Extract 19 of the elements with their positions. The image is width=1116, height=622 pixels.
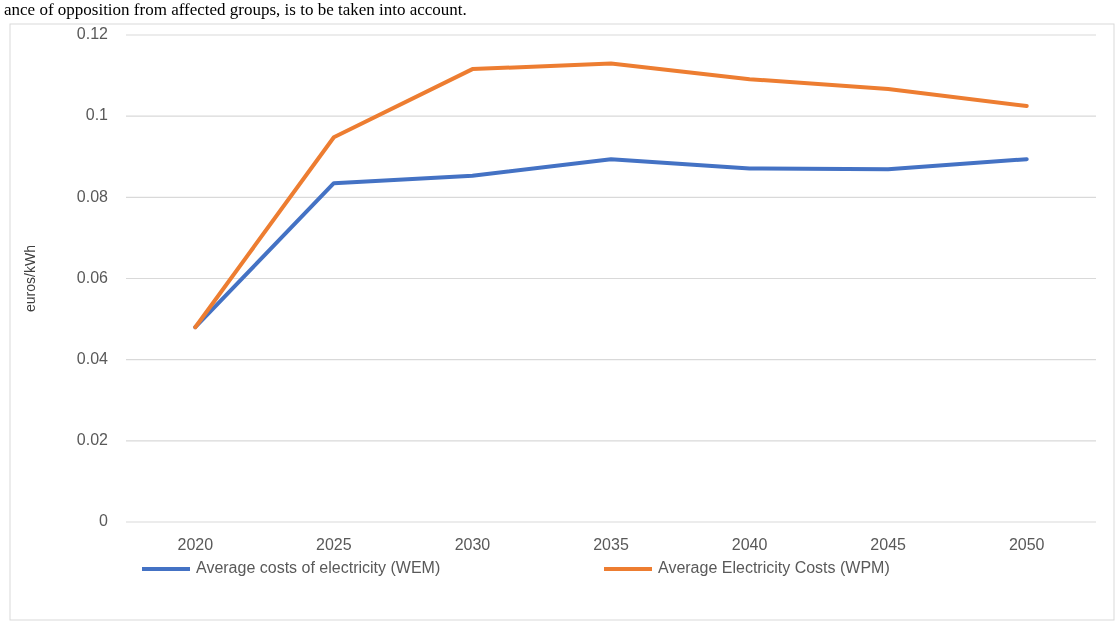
x-tick-label: 2040	[731, 536, 768, 553]
y-tick-label: 0.08	[76, 187, 109, 205]
line-series	[193, 61, 1029, 330]
x-tick-label: 2030	[454, 536, 491, 553]
y-tick-label: 0	[99, 512, 109, 530]
legend-label: Average costs of electricity (WEM)	[196, 559, 441, 577]
y-tick-label: 0.04	[76, 349, 109, 367]
y-tick-label: 0.1	[85, 106, 109, 124]
x-tick-label: 2035	[593, 536, 629, 553]
y-axis-title: euros/kWh	[22, 245, 38, 312]
text: ance of opposition from affected groups, is to be taken into account.	[4, 0, 467, 19]
x-tick-label: 2050	[1008, 536, 1045, 553]
y-tick-label: 0.02	[76, 431, 109, 449]
x-tick-label: 2045	[870, 536, 907, 553]
x-tick-label: 2020	[177, 536, 214, 553]
y-tick-label: 0.06	[76, 268, 109, 286]
y-tick-label: 0.12	[76, 25, 109, 43]
x-tick-label: 2025	[316, 536, 352, 553]
legend-label: Average Electricity Costs (WPM)	[658, 559, 890, 577]
